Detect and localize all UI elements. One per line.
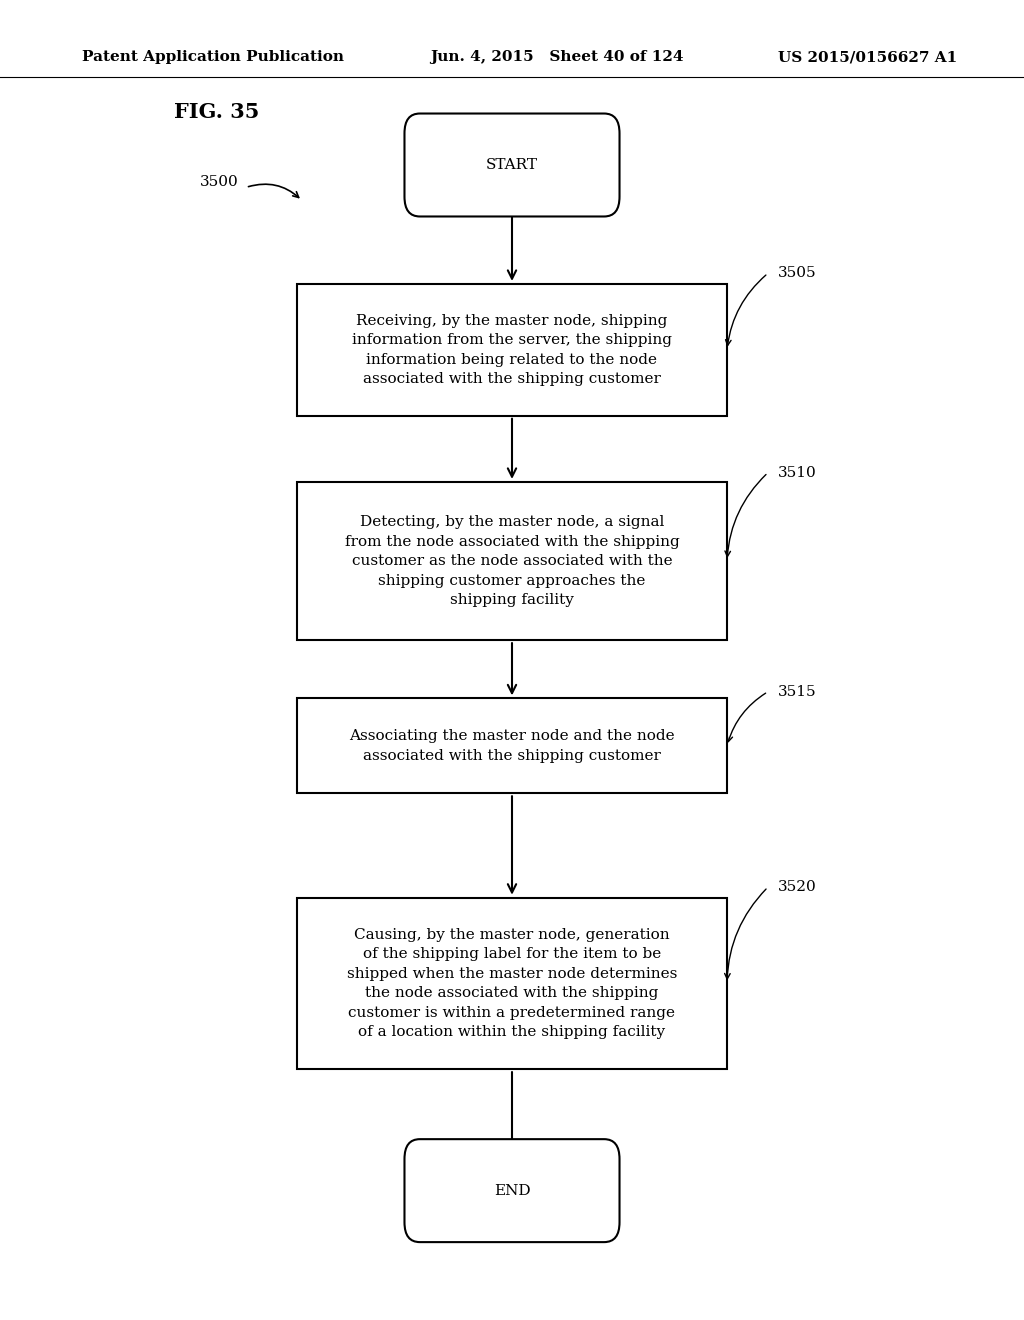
FancyBboxPatch shape — [404, 1139, 620, 1242]
FancyBboxPatch shape — [297, 698, 727, 793]
Text: Patent Application Publication: Patent Application Publication — [82, 50, 344, 65]
Text: 3505: 3505 — [778, 267, 817, 280]
Text: Associating the master node and the node
associated with the shipping customer: Associating the master node and the node… — [349, 729, 675, 763]
Text: 3510: 3510 — [778, 466, 817, 479]
FancyBboxPatch shape — [404, 114, 620, 216]
Text: Receiving, by the master node, shipping
information from the server, the shippin: Receiving, by the master node, shipping … — [352, 314, 672, 385]
Text: US 2015/0156627 A1: US 2015/0156627 A1 — [778, 50, 957, 65]
Text: START: START — [486, 158, 538, 172]
Text: Causing, by the master node, generation
of the shipping label for the item to be: Causing, by the master node, generation … — [347, 928, 677, 1039]
Text: 3515: 3515 — [778, 685, 817, 698]
Text: 3520: 3520 — [778, 880, 817, 894]
Text: Jun. 4, 2015   Sheet 40 of 124: Jun. 4, 2015 Sheet 40 of 124 — [430, 50, 684, 65]
FancyBboxPatch shape — [297, 284, 727, 416]
Text: 3500: 3500 — [200, 176, 239, 189]
FancyBboxPatch shape — [297, 898, 727, 1069]
Text: FIG. 35: FIG. 35 — [174, 102, 259, 123]
Text: Detecting, by the master node, a signal
from the node associated with the shippi: Detecting, by the master node, a signal … — [345, 515, 679, 607]
Text: END: END — [494, 1184, 530, 1197]
FancyBboxPatch shape — [297, 482, 727, 640]
